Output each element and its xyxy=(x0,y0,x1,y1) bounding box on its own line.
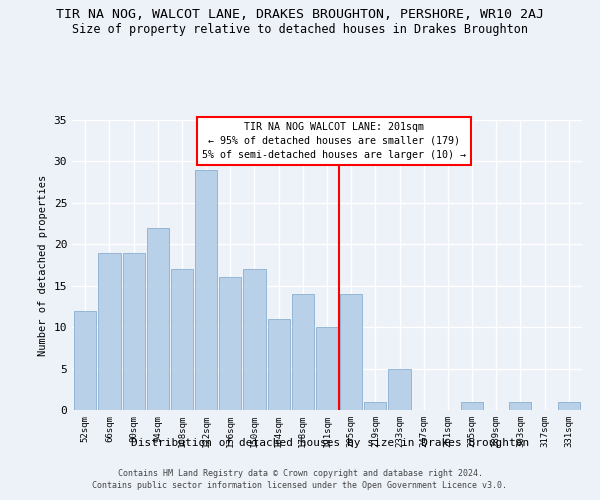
Text: TIR NA NOG, WALCOT LANE, DRAKES BROUGHTON, PERSHORE, WR10 2AJ: TIR NA NOG, WALCOT LANE, DRAKES BROUGHTO… xyxy=(56,8,544,20)
Bar xyxy=(340,294,362,410)
Bar xyxy=(364,402,386,410)
Text: Contains HM Land Registry data © Crown copyright and database right 2024.: Contains HM Land Registry data © Crown c… xyxy=(118,468,482,477)
Bar xyxy=(171,269,193,410)
Bar xyxy=(122,252,145,410)
Bar xyxy=(74,310,97,410)
Bar xyxy=(557,402,580,410)
Bar xyxy=(244,269,266,410)
Bar xyxy=(146,228,169,410)
Bar xyxy=(98,252,121,410)
Text: Contains public sector information licensed under the Open Government Licence v3: Contains public sector information licen… xyxy=(92,481,508,490)
Bar xyxy=(292,294,314,410)
Bar xyxy=(461,402,483,410)
Bar xyxy=(195,170,217,410)
Bar xyxy=(219,278,241,410)
Y-axis label: Number of detached properties: Number of detached properties xyxy=(38,174,48,356)
Bar xyxy=(388,368,410,410)
Bar xyxy=(509,402,532,410)
Bar xyxy=(316,327,338,410)
Text: TIR NA NOG WALCOT LANE: 201sqm
← 95% of detached houses are smaller (179)
5% of : TIR NA NOG WALCOT LANE: 201sqm ← 95% of … xyxy=(202,122,466,160)
Bar xyxy=(268,319,290,410)
Text: Distribution of detached houses by size in Drakes Broughton: Distribution of detached houses by size … xyxy=(131,438,529,448)
Text: Size of property relative to detached houses in Drakes Broughton: Size of property relative to detached ho… xyxy=(72,22,528,36)
